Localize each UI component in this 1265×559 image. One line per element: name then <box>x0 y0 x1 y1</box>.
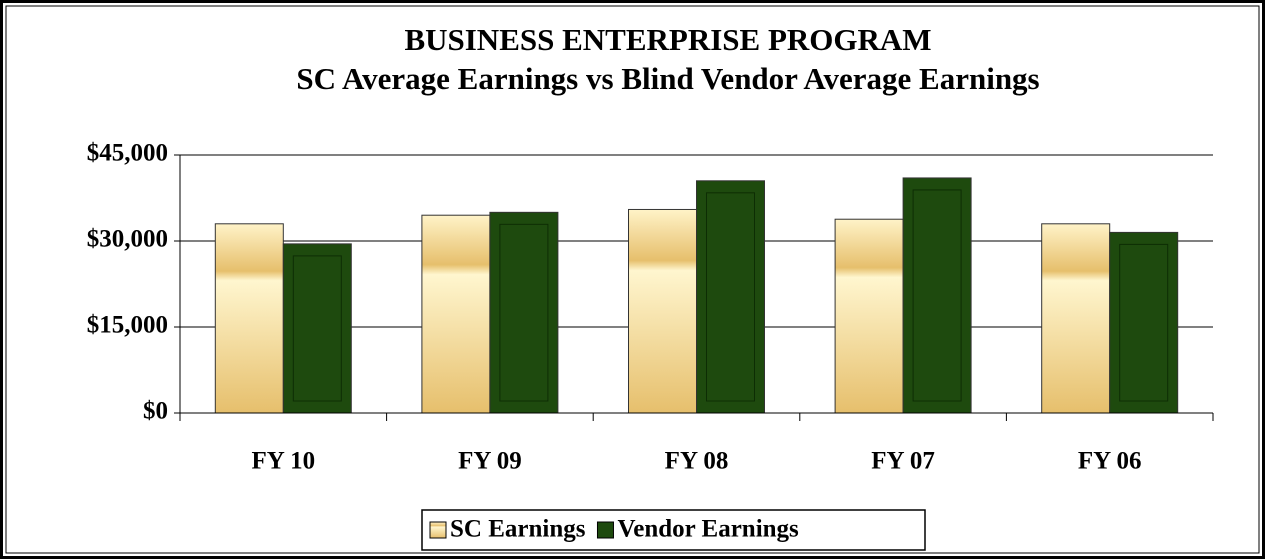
y-tick-label: $45,000 <box>87 140 168 167</box>
chart-inner-frame <box>5 5 1260 554</box>
chart-subtitle: SC Average Earnings vs Blind Vendor Aver… <box>296 61 1039 96</box>
legend-swatch <box>429 521 447 539</box>
bar-bevel <box>706 192 755 402</box>
bar-bevel <box>499 223 549 402</box>
bar-bevel <box>912 189 962 402</box>
bar-bevel <box>1119 243 1169 402</box>
y-tick-label: $15,000 <box>87 312 168 339</box>
legend-label: Vendor Earnings <box>617 516 799 543</box>
bar <box>214 223 284 414</box>
x-tick-label: FY 09 <box>458 448 522 475</box>
legend-swatch <box>596 521 614 539</box>
x-tick-label: FY 07 <box>871 448 935 475</box>
legend-label: SC Earnings <box>450 516 586 543</box>
chart-title: BUSINESS ENTERPRISE PROGRAM <box>404 22 931 57</box>
bar <box>421 214 491 414</box>
legend-box <box>421 509 926 551</box>
bar-bevel <box>292 255 342 402</box>
bar <box>628 208 697 414</box>
bar <box>834 218 904 414</box>
y-tick-label: $0 <box>143 398 168 425</box>
bar <box>1041 223 1111 414</box>
x-tick-label: FY 10 <box>251 448 315 475</box>
y-tick-label: $30,000 <box>87 226 168 253</box>
x-tick-label: FY 06 <box>1078 448 1142 475</box>
x-tick-label: FY 08 <box>665 448 729 475</box>
